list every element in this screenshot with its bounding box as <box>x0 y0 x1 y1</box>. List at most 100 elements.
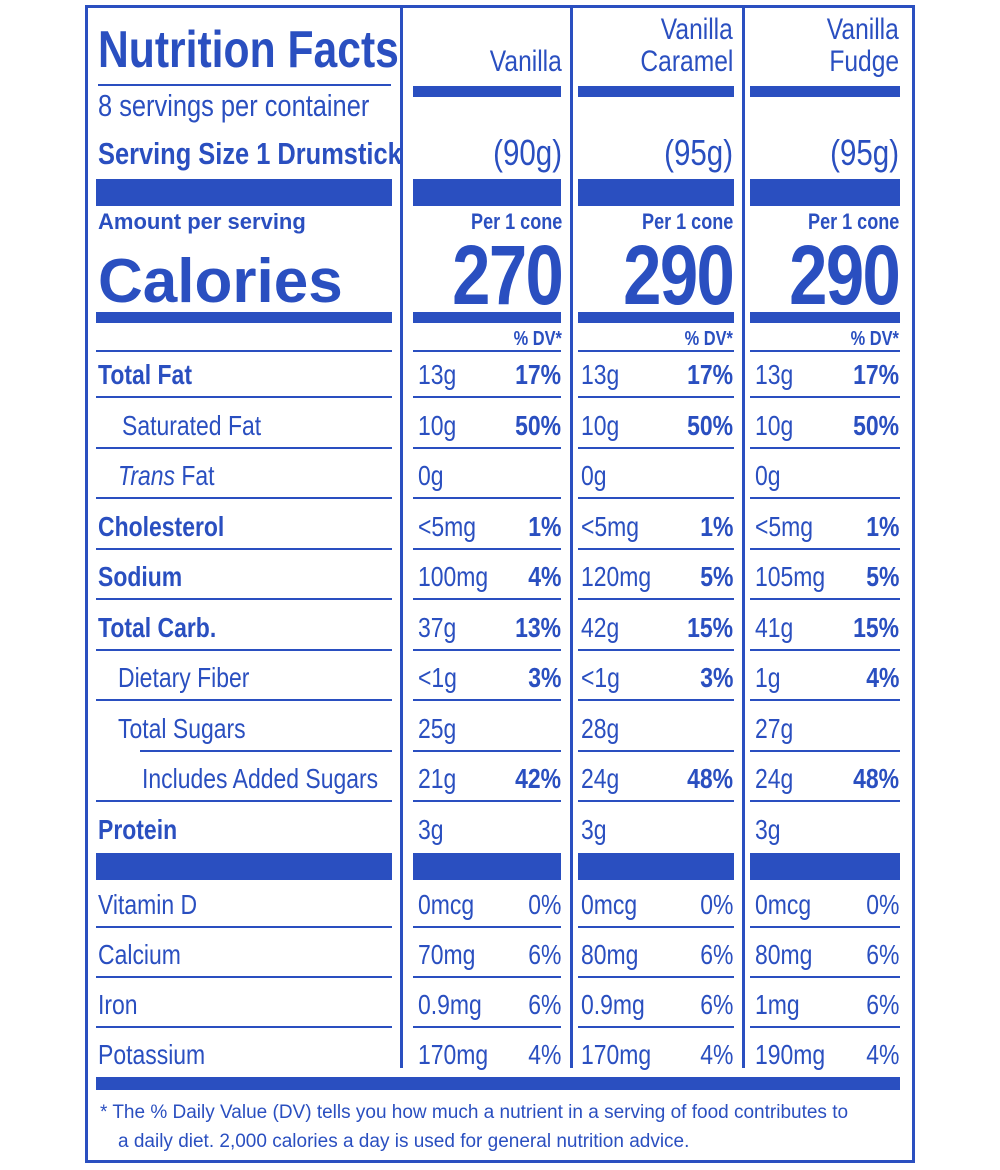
nutrient-name: Sodium <box>98 561 183 592</box>
row-divider <box>140 749 392 752</box>
vitamin-amount: 0.9mg <box>581 989 645 1020</box>
nutrient-amount: 120mg <box>581 561 652 592</box>
row-divider <box>578 1026 734 1028</box>
nutrition-facts-label <box>85 5 915 1163</box>
nutrient-percent-dv: 17% <box>515 359 561 390</box>
serving-grams-2: (95g) <box>664 132 733 173</box>
thick-bar <box>96 853 392 880</box>
medium-bar <box>578 312 734 323</box>
thick-bar <box>578 853 734 880</box>
row-divider <box>413 976 561 978</box>
nutrient-amount: 13g <box>581 359 620 390</box>
row-divider <box>413 547 561 550</box>
nutrient-amount: <5mg <box>581 510 640 542</box>
nutrient-amount: 0g <box>755 460 781 491</box>
row-divider <box>96 699 392 701</box>
flavor-name-2: Caramel <box>640 45 733 78</box>
nutrient-amount: 3g <box>755 813 781 845</box>
nutrient-amount: 25g <box>418 712 457 744</box>
calories-label: Calories <box>98 247 343 316</box>
nutrient-amount: 1g <box>755 662 781 693</box>
nutrient-percent-dv: 42% <box>515 763 561 794</box>
dv-header-1: % DV* <box>513 328 562 350</box>
footnote-line-1: * The % Daily Value (DV) tells you how m… <box>100 1102 849 1123</box>
nutrient-percent-dv: 17% <box>687 359 733 390</box>
vitamin-name: Iron <box>98 989 138 1020</box>
vitamin-amount: 80mg <box>581 939 639 970</box>
footnote: * The % Daily Value (DV) tells you how m… <box>100 1098 900 1156</box>
nutrient-amount: 10g <box>581 409 620 441</box>
row-divider <box>750 497 900 499</box>
nutrient-amount: <5mg <box>755 510 814 542</box>
row-divider <box>96 648 392 651</box>
vitamin-percent-dv: 0% <box>699 889 733 920</box>
row-divider <box>750 396 900 398</box>
row-divider <box>413 699 561 701</box>
row-divider <box>413 497 561 499</box>
nutrient-amount: <5mg <box>418 510 477 542</box>
vitamin-percent-dv: 4% <box>699 1039 733 1070</box>
nutrient-amount: 42g <box>581 611 620 643</box>
row-divider <box>96 1026 392 1028</box>
row-divider <box>750 598 900 600</box>
vitamin-name: Potassium <box>98 1039 206 1070</box>
row-divider <box>578 699 734 701</box>
vitamin-amount: 80mg <box>755 939 813 970</box>
thick-bar <box>578 179 734 206</box>
dv-header-2: % DV* <box>684 328 733 350</box>
nutrient-amount: 0g <box>581 460 607 491</box>
row-divider <box>578 926 734 928</box>
calories-value-1: 270 <box>451 228 564 322</box>
nutrient-amount: 100mg <box>418 561 489 592</box>
divider <box>750 350 900 352</box>
row-divider <box>750 699 900 701</box>
row-divider <box>413 648 561 651</box>
vitamin-name: Vitamin D <box>98 889 198 920</box>
vitamin-percent-dv: 6% <box>865 989 899 1020</box>
row-divider <box>578 396 734 398</box>
row-divider <box>750 1026 900 1028</box>
nutrient-name: Includes Added Sugars <box>142 763 379 794</box>
vitamin-amount: 0mcg <box>418 889 475 920</box>
vitamin-percent-dv: 6% <box>699 989 733 1020</box>
per-cone-2: Per 1 cone <box>641 209 733 234</box>
nutrient-percent-dv: 1% <box>527 510 561 542</box>
nutrient-name: Cholesterol <box>98 510 225 542</box>
calories-value-3: 290 <box>788 228 901 322</box>
flavor-name-1-line1 <box>412 14 562 46</box>
row-divider <box>96 547 392 550</box>
column-divider <box>400 5 403 1068</box>
row-divider <box>413 446 561 449</box>
nutrient-name: Protein <box>98 813 178 845</box>
row-divider <box>96 976 392 978</box>
row-divider <box>413 926 561 928</box>
row-divider <box>750 648 900 651</box>
thick-bar <box>750 179 900 206</box>
nutrient-amount: 28g <box>581 712 620 744</box>
nutrient-percent-dv: 15% <box>853 611 899 643</box>
row-divider <box>578 598 734 600</box>
vitamin-percent-dv: 0% <box>527 889 561 920</box>
nutrient-amount: <1g <box>581 662 620 693</box>
row-divider <box>578 749 734 752</box>
amount-per-serving: Amount per serving <box>98 209 306 234</box>
thick-bar <box>413 179 561 206</box>
per-cone-1: Per 1 cone <box>470 209 562 234</box>
nutrient-name: Total Carb. <box>98 611 217 643</box>
nutrient-percent-dv: 1% <box>699 510 733 542</box>
medium-bar <box>96 312 392 323</box>
medium-bar <box>413 312 561 323</box>
row-divider <box>750 446 900 449</box>
vitamin-amount: 0mcg <box>581 889 638 920</box>
vitamin-percent-dv: 4% <box>865 1039 899 1070</box>
nutrient-amount: 105mg <box>755 561 826 592</box>
row-divider <box>578 648 734 651</box>
trans-italic: Trans <box>118 460 175 491</box>
nutrient-percent-dv: 50% <box>853 409 899 441</box>
nutrient-amount: 10g <box>755 409 794 441</box>
row-divider <box>750 926 900 928</box>
serving-size: Serving Size 1 Drumstick <box>98 136 402 171</box>
divider <box>96 350 392 352</box>
nutrient-percent-dv: 48% <box>853 763 899 794</box>
nutrient-amount: 0g <box>418 460 444 491</box>
